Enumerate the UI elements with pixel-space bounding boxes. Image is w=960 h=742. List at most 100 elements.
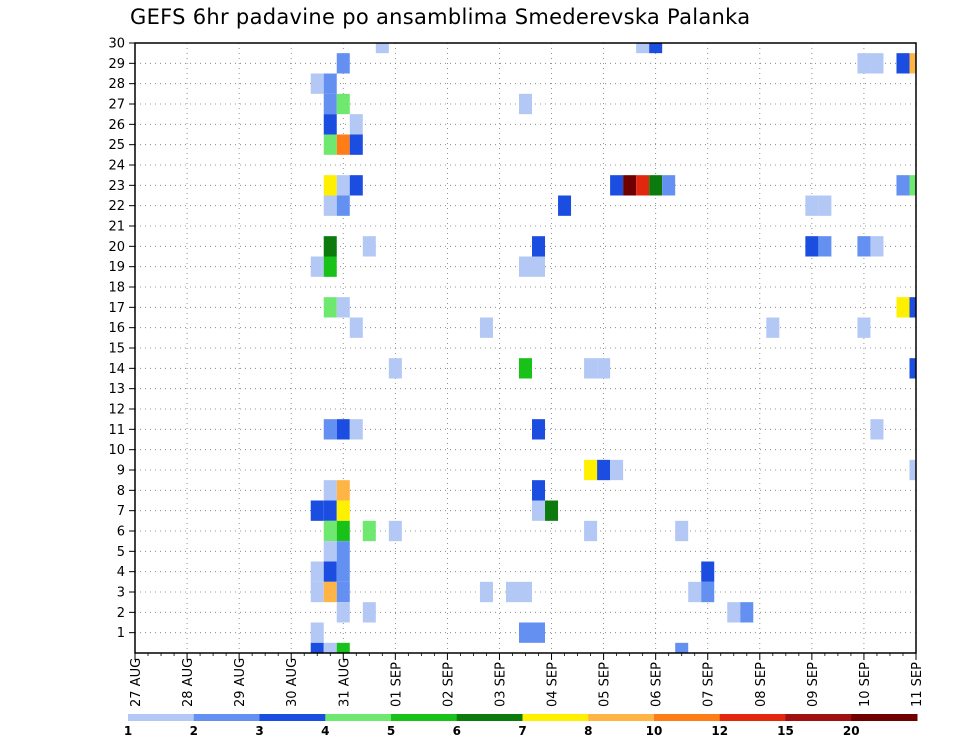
y-tick-label: 27 <box>108 98 125 113</box>
precip-cell <box>584 520 598 542</box>
precip-cell <box>479 317 493 338</box>
precip-cell <box>336 93 350 115</box>
precip-cell <box>349 175 363 196</box>
y-tick-label: 28 <box>108 77 125 92</box>
precip-cell <box>349 114 363 135</box>
y-tick-label: 20 <box>108 240 125 255</box>
y-tick-label: 23 <box>108 179 125 194</box>
precip-cell <box>805 195 819 216</box>
precip-cell <box>610 175 624 196</box>
y-tick-label: 14 <box>108 362 125 377</box>
precipitation-cells <box>310 43 916 653</box>
precip-cell <box>818 195 832 216</box>
y-tick-label: 13 <box>108 382 125 397</box>
y-tick-label: 11 <box>108 423 125 438</box>
precip-cell <box>649 43 663 54</box>
precip-cell <box>375 43 389 54</box>
precip-cell <box>323 500 337 521</box>
precip-cell <box>870 53 884 74</box>
precip-cell <box>310 581 324 603</box>
precip-cell <box>323 93 337 115</box>
precip-cell <box>636 175 650 196</box>
legend-swatch <box>785 714 852 721</box>
y-tick-label: 26 <box>108 118 125 133</box>
precip-cell <box>818 236 832 257</box>
precip-cell <box>388 358 402 379</box>
y-tick-label: 12 <box>108 403 125 418</box>
x-tick-label: 09 SEP <box>806 662 821 707</box>
precip-cell <box>649 175 663 196</box>
precip-cell <box>532 500 546 521</box>
precip-cell <box>349 419 363 440</box>
precip-cell <box>323 297 337 318</box>
y-tick-label: 19 <box>108 260 125 275</box>
precip-cell <box>766 317 780 338</box>
y-tick-label: 17 <box>108 301 125 316</box>
precip-cell <box>636 43 650 54</box>
precip-cell <box>323 195 337 216</box>
x-tick-label: 27 AUG <box>129 658 144 707</box>
precip-cell <box>310 73 324 94</box>
y-tick-label: 7 <box>117 504 125 519</box>
precip-cell <box>310 642 324 653</box>
precip-cell <box>805 236 819 257</box>
legend-swatch <box>193 714 260 721</box>
y-tick-label: 10 <box>108 443 125 458</box>
precip-cell <box>310 256 324 277</box>
legend-label: 2 <box>190 724 198 738</box>
legend-swatch <box>128 714 195 721</box>
precip-cell <box>857 53 871 74</box>
precip-cell <box>323 114 337 135</box>
precip-cell <box>323 73 337 94</box>
x-tick-label: 06 SEP <box>650 662 665 707</box>
x-tick-label: 03 SEP <box>493 662 508 707</box>
precip-cell <box>323 480 337 501</box>
precip-cell <box>909 459 916 481</box>
precip-cell <box>323 236 337 257</box>
precip-cell <box>518 581 533 603</box>
precip-cell <box>323 419 337 440</box>
precip-cell <box>857 317 871 338</box>
y-tick-label: 24 <box>108 159 125 174</box>
x-tick-label: 07 SEP <box>702 662 717 707</box>
precip-cell <box>336 500 350 521</box>
x-tick-label: 04 SEP <box>546 662 561 707</box>
precip-cell <box>323 520 337 542</box>
legend-label: 5 <box>387 724 395 738</box>
precip-cell <box>323 134 337 155</box>
precip-cell <box>675 642 689 653</box>
precip-cell <box>362 236 376 257</box>
legend-label: 15 <box>777 724 794 738</box>
precip-cell <box>336 297 350 318</box>
precip-cell <box>857 236 871 257</box>
legend-label: 10 <box>646 724 663 738</box>
precip-cell <box>336 561 350 582</box>
y-tick-label: 22 <box>108 199 125 214</box>
precip-cell <box>870 419 884 440</box>
precip-cell <box>323 642 337 653</box>
y-tick-label: 5 <box>117 545 125 560</box>
precip-cell <box>323 581 337 603</box>
precip-cell <box>675 520 689 542</box>
y-tick-label: 29 <box>108 57 125 72</box>
precip-cell <box>388 520 402 542</box>
precip-cell <box>532 256 546 277</box>
legend-label: 12 <box>711 724 728 738</box>
precip-cell <box>518 358 533 379</box>
precip-cell <box>610 459 624 481</box>
color-legend: 1 2 3 4 5 6 7 8 10 12 15 20 <box>124 714 918 738</box>
legend-label: 4 <box>321 724 329 738</box>
y-tick-label: 30 <box>108 37 125 52</box>
precip-cell <box>336 642 350 653</box>
y-tick-label: 8 <box>117 484 125 499</box>
precip-cell <box>909 175 916 196</box>
x-tick-label: 01 SEP <box>389 662 404 707</box>
precip-cell <box>740 602 754 623</box>
precip-cell <box>518 622 533 643</box>
precip-cell <box>597 358 611 379</box>
precip-cell <box>584 358 598 379</box>
legend-label: 3 <box>255 724 263 738</box>
precip-cell <box>597 459 611 481</box>
precip-cell <box>336 602 350 623</box>
precip-cell <box>479 581 493 603</box>
